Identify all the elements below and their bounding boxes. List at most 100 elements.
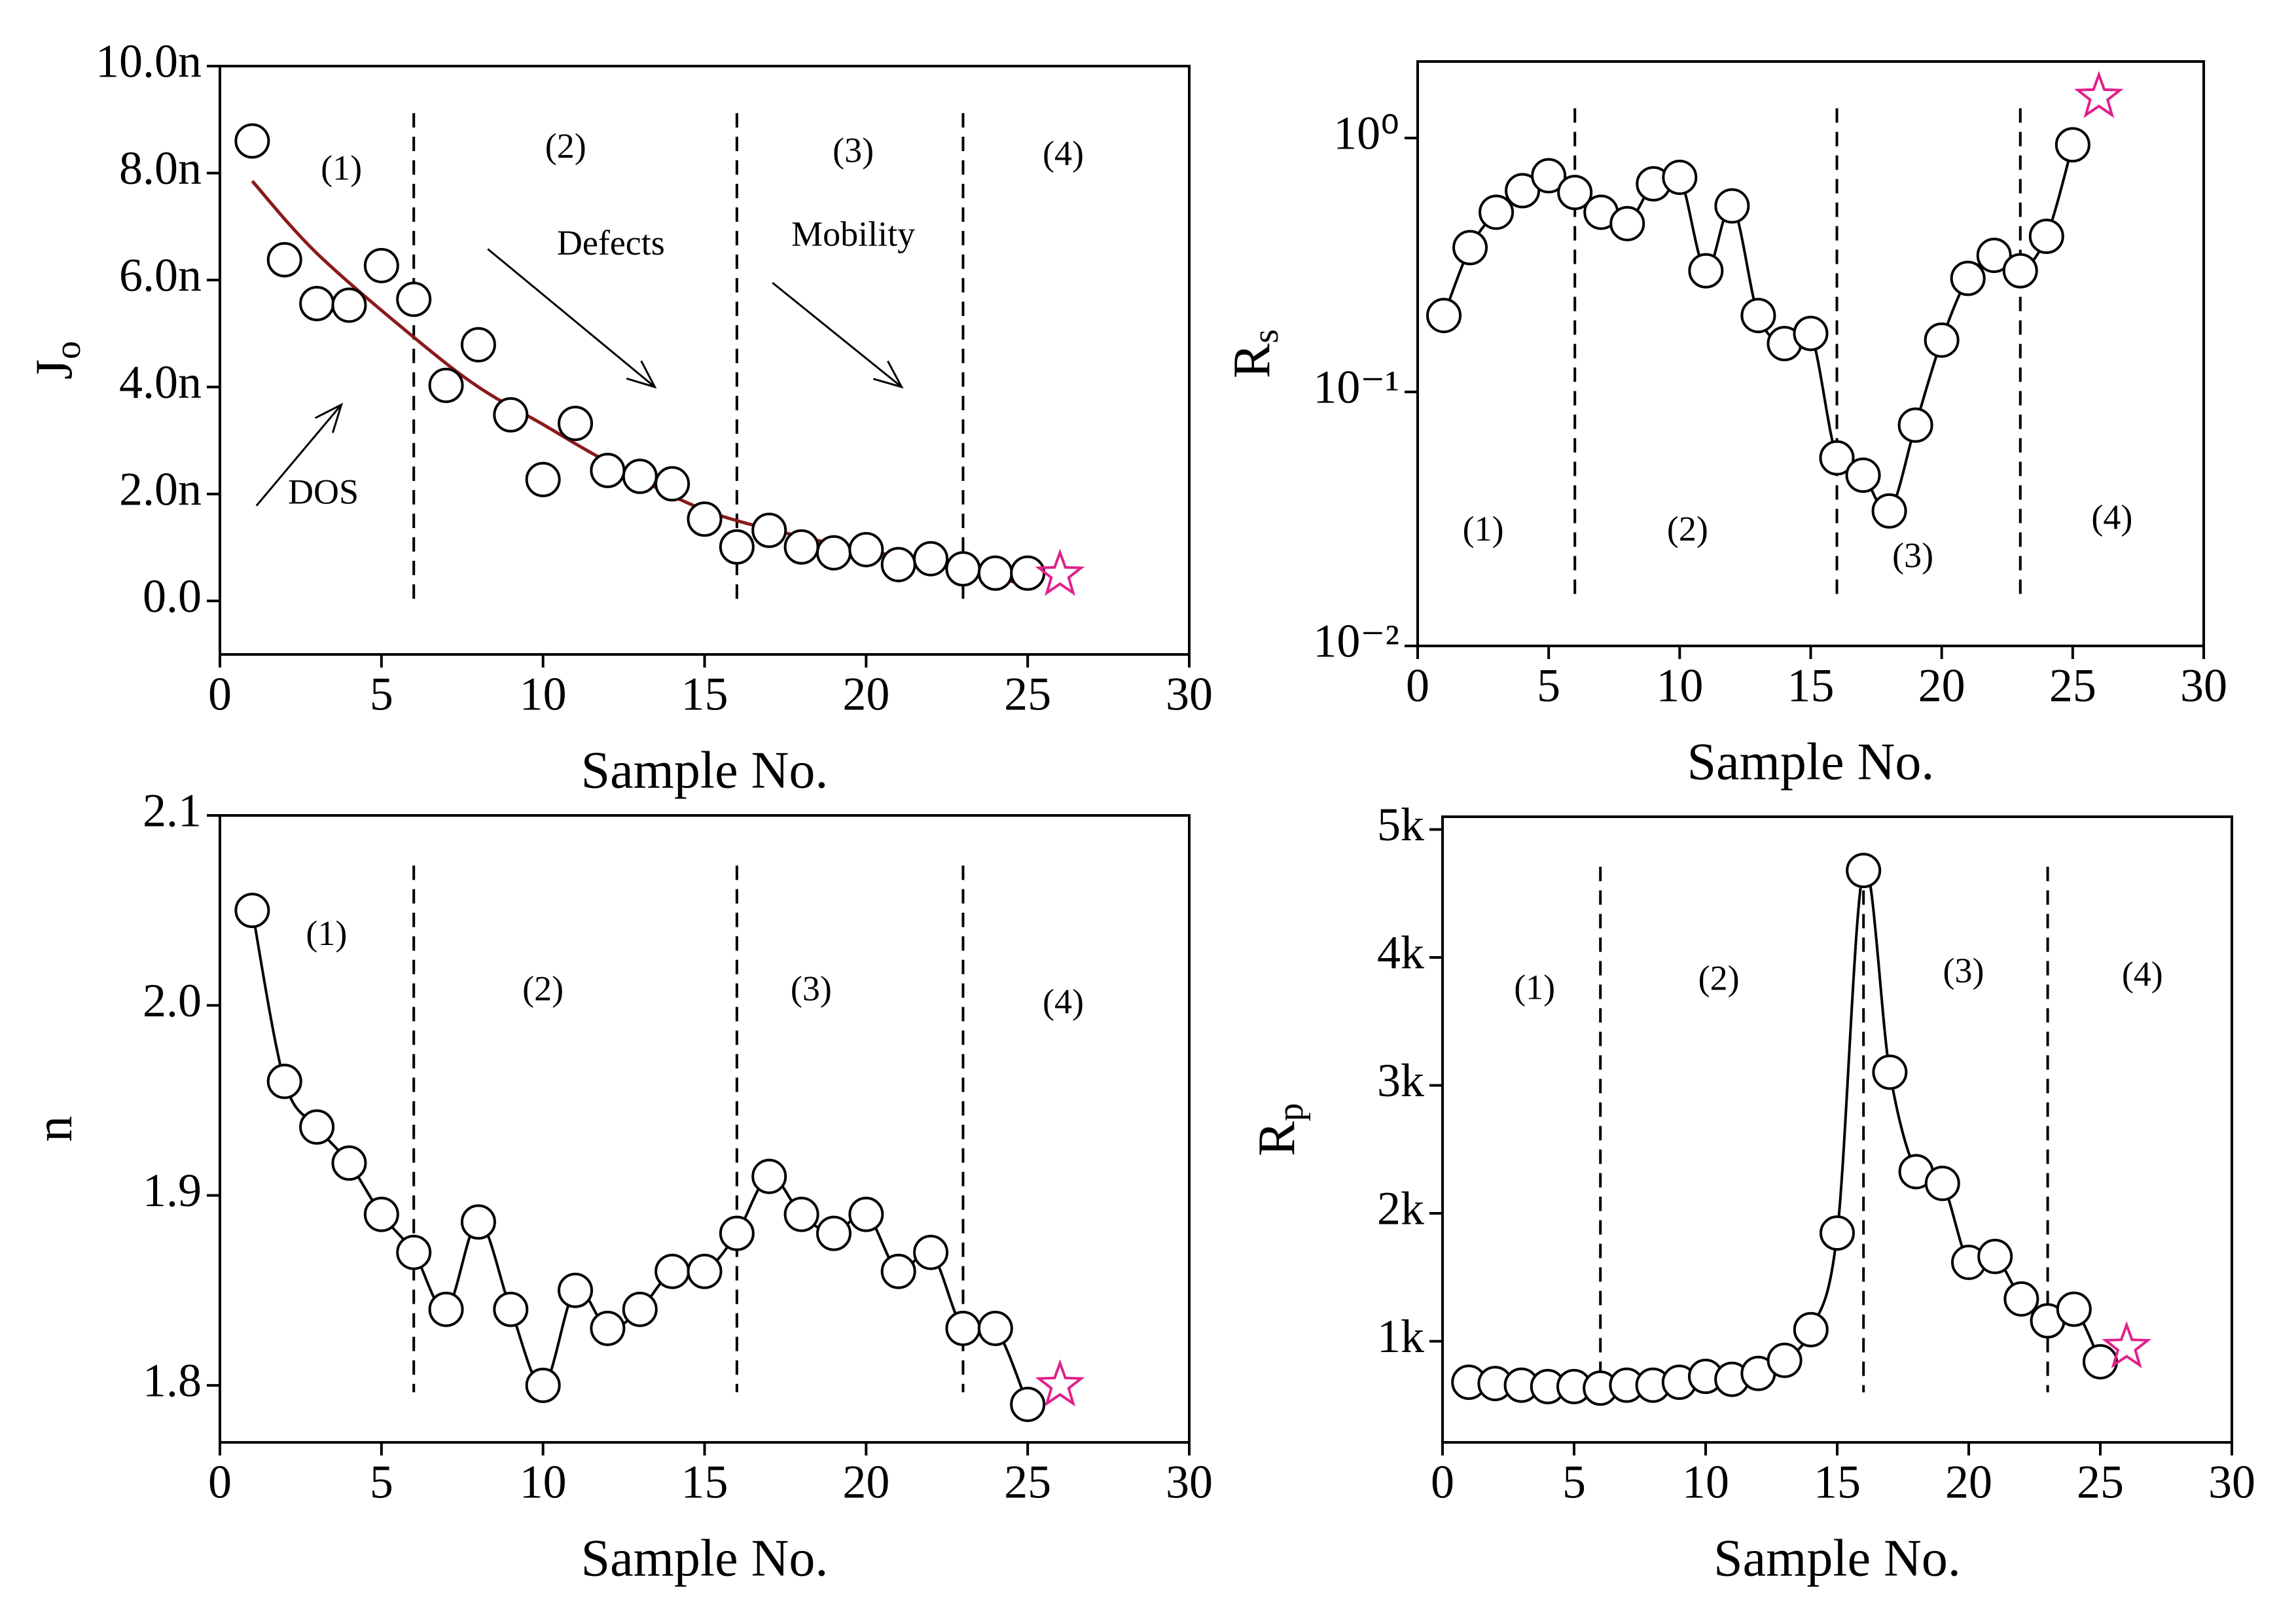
y-tick-label: 10⁻¹: [1313, 361, 1399, 413]
point: [1609, 205, 1645, 241]
x-tick-label: 15: [1787, 660, 1835, 712]
annotation: (2): [1667, 509, 1708, 548]
annotation: (3): [833, 130, 874, 169]
x-tick-label: 10: [1682, 1456, 1729, 1508]
point: [2002, 253, 2038, 289]
y-tick-label: 2.0: [143, 974, 202, 1027]
plot-frame: [219, 814, 1191, 1444]
annotation: (2): [522, 969, 564, 1008]
point: [525, 461, 561, 497]
annotation: (4): [2091, 498, 2132, 537]
y-tick-label: 2.1: [143, 785, 202, 837]
x-tick-label: 25: [2049, 660, 2096, 712]
x-tick-label: 0: [1406, 660, 1429, 712]
x-tick-label: 15: [681, 668, 728, 721]
line: [251, 910, 1030, 1405]
panel: 0 5 10 15 20 25 30 0.0 2.0n 4.0n 6.0n 8.0n 10.0n Samp…: [26, 35, 1213, 800]
point: [687, 501, 723, 537]
point: [977, 555, 1013, 591]
x-tick-label: 20: [1918, 660, 1965, 712]
x-tick-label: 30: [1166, 668, 1213, 721]
point: [655, 1253, 691, 1289]
y-axis-label-sub: o: [48, 341, 88, 359]
point: [880, 1253, 916, 1289]
annotation: (4): [2122, 955, 2163, 994]
point: [751, 1158, 787, 1194]
y-axis-label-sub: p: [1270, 1103, 1311, 1121]
y-axis-label: Jo: [26, 341, 88, 380]
y-tick-label: 4k: [1377, 927, 1424, 979]
point: [1740, 298, 1776, 334]
x-tick-label: 10: [520, 1456, 567, 1508]
point: [1846, 853, 1882, 889]
y-tick-label: 4.0n: [119, 356, 202, 408]
point: [2003, 1281, 2039, 1317]
x-tick-label: 15: [1814, 1456, 1861, 1508]
y-tick-label: 10⁰: [1333, 107, 1399, 159]
y-tick-label: 2k: [1377, 1183, 1424, 1235]
annotation: Mobility: [791, 215, 915, 254]
point: [1793, 315, 1829, 351]
annotation: (2): [545, 126, 586, 166]
arrow: [487, 248, 657, 389]
x-tick-label: 5: [1562, 1456, 1586, 1508]
point: [331, 1145, 367, 1181]
x-tick-label: 10: [1656, 660, 1703, 712]
point: [299, 285, 335, 321]
point: [751, 512, 787, 548]
x-tick-label: 15: [681, 1456, 728, 1508]
point: [1845, 457, 1881, 493]
point: [2056, 1291, 2092, 1327]
annotation: (4): [1043, 982, 1084, 1022]
point: [719, 529, 755, 565]
point: [1819, 440, 1855, 476]
x-tick-label: 25: [1004, 1456, 1051, 1508]
y-tick-label: 1.9: [143, 1164, 202, 1217]
plot-frame: [1441, 815, 2233, 1444]
star-point: [1035, 1359, 1085, 1407]
point: [428, 1291, 464, 1327]
point: [1531, 158, 1567, 194]
arrow: [255, 402, 344, 507]
point: [460, 327, 496, 363]
point: [525, 1367, 561, 1403]
annotation: (4): [1043, 134, 1084, 173]
point: [848, 531, 884, 567]
panel: 0 5 10 15 20 25 30 10⁻² 10⁻¹ 10⁰ Sample No. Rs (1) (2…: [1223, 60, 2227, 791]
point: [1426, 298, 1462, 334]
point: [396, 1234, 432, 1270]
point: [493, 397, 529, 433]
point: [2083, 1344, 2118, 1380]
x-tick-label: 20: [842, 1456, 889, 1508]
y-tick-label: 6.0n: [119, 249, 202, 301]
y-axis-label-main: n: [26, 1116, 83, 1142]
point: [1505, 173, 1541, 209]
point: [687, 1253, 723, 1289]
point: [913, 1234, 949, 1270]
y-tick-label: 10.0n: [96, 35, 202, 88]
point: [783, 1196, 819, 1232]
point: [2054, 127, 2090, 163]
annotation: (1): [1514, 967, 1555, 1007]
x-tick-label: 0: [208, 668, 232, 721]
point: [2028, 219, 2064, 255]
x-tick-label: 20: [1945, 1456, 1992, 1508]
annotation: Defects: [557, 223, 665, 262]
x-tick-label: 0: [1431, 1456, 1454, 1508]
line: [1469, 866, 2102, 1390]
point: [1688, 253, 1724, 289]
y-axis-label: n: [26, 1116, 83, 1142]
point: [977, 1310, 1013, 1346]
y-tick-label: 2.0n: [119, 463, 202, 515]
point: [1872, 1054, 1908, 1090]
annotation: (3): [1943, 951, 1984, 990]
panel: 0 5 10 15 20 25 30 1k 2k 3k 4k 5k Sample No. Rp (1) (2)…: [1248, 798, 2255, 1587]
point: [622, 458, 658, 494]
y-tick-label: 8.0n: [119, 142, 202, 194]
point: [363, 247, 399, 283]
point: [1767, 1342, 1803, 1378]
point: [1662, 159, 1698, 195]
annotation: (3): [791, 969, 832, 1008]
star-point: [1035, 548, 1085, 596]
